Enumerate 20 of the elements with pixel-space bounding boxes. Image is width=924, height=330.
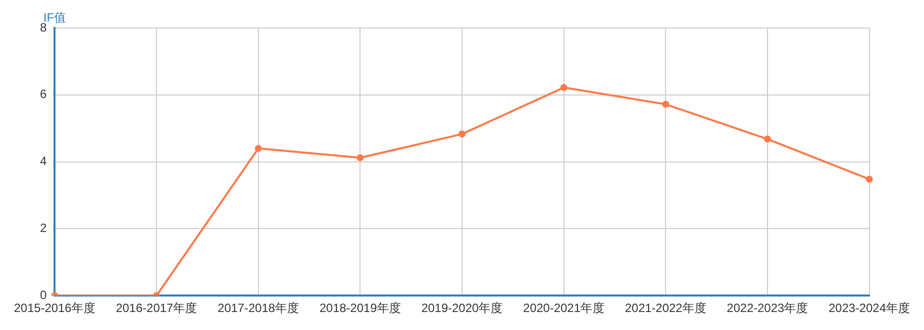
- x-tick-label: 2021-2022年度: [624, 301, 706, 316]
- point: [662, 100, 670, 108]
- y-tick-label: 0: [40, 288, 48, 302]
- point: [458, 130, 466, 138]
- y-tick-label: 4: [40, 154, 48, 168]
- x-tick-label: 2020-2021年度: [523, 301, 605, 316]
- point: [356, 154, 364, 162]
- point: [254, 144, 262, 152]
- x-tick-label: 2017-2018年度: [218, 301, 300, 316]
- x-tick-label: 2015-2016年度: [14, 301, 96, 316]
- x-tick-label: 2022-2023年度: [726, 301, 808, 316]
- x-tick-label: 2023-2024年度: [828, 301, 910, 316]
- y-tick-label: 2: [40, 221, 48, 236]
- point: [764, 136, 771, 143]
- x-tick-label: 2018-2019年度: [319, 301, 401, 316]
- point: [866, 176, 873, 183]
- x-tick-label: 2016-2017年度: [116, 301, 198, 316]
- x-tick-label: 2019-2020年度: [421, 301, 503, 316]
- y-tick-label: 6: [40, 87, 48, 102]
- point: [560, 84, 568, 92]
